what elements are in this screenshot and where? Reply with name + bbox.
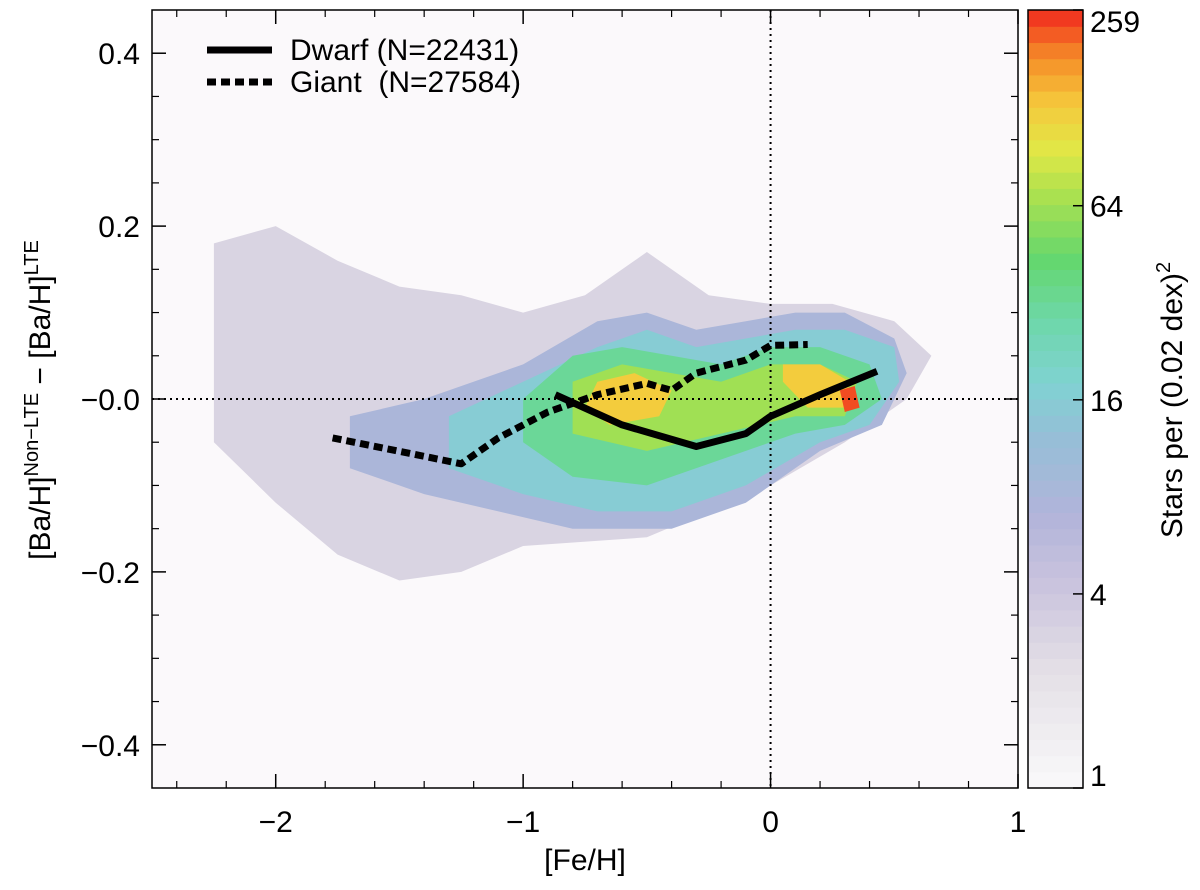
y-tick-label: 0.2 xyxy=(98,211,140,244)
colorbar-band xyxy=(1028,172,1083,189)
colorbar-band xyxy=(1028,755,1083,773)
colorbar-band xyxy=(1028,512,1083,530)
colorbar-band xyxy=(1028,593,1083,611)
x-axis-title: [Fe/H] xyxy=(544,844,626,877)
legend-giant-label: Giant (N=27584) xyxy=(290,66,521,99)
y-axis-title-sup2: LTE xyxy=(21,240,43,275)
colorbar-title-sup: 2 xyxy=(1153,262,1175,273)
y-axis-title-sup1: Non−LTE xyxy=(21,393,43,477)
colorbar-band xyxy=(1028,382,1083,400)
colorbar-tick-label: 64 xyxy=(1090,191,1123,224)
colorbar-band xyxy=(1028,544,1083,562)
colorbar-band xyxy=(1028,447,1083,465)
series-line-dwarf xyxy=(553,368,879,450)
colorbar-title: Stars per (0.02 dex)2 xyxy=(1153,262,1189,538)
colorbar-tick-label: 4 xyxy=(1090,579,1107,612)
x-tick-label: 1 xyxy=(1010,806,1027,839)
x-tick-label: 0 xyxy=(762,806,779,839)
y-tick-label: 0.4 xyxy=(98,38,140,71)
y-axis-title-part2: − [Ba/H] xyxy=(24,275,57,393)
colorbar-band xyxy=(1028,739,1083,757)
colorbar-band xyxy=(1028,317,1083,335)
colorbar-band xyxy=(1028,463,1083,481)
y-axis-title: [Ba/H]Non−LTE − [Ba/H]LTE xyxy=(21,240,57,560)
colorbar-tick-label: 1 xyxy=(1090,760,1107,793)
colorbar-band xyxy=(1028,10,1083,27)
colorbar-band xyxy=(1028,42,1083,60)
colorbar-band xyxy=(1028,236,1083,254)
legend-dwarf-label: Dwarf (N=22431) xyxy=(290,34,519,67)
colorbar-band xyxy=(1028,91,1083,108)
colorbar-band xyxy=(1028,285,1083,303)
colorbar-band xyxy=(1028,658,1083,676)
colorbar-band xyxy=(1028,480,1083,497)
colorbar-band xyxy=(1028,674,1083,692)
colorbar-band xyxy=(1028,155,1083,173)
colorbar-band xyxy=(1028,706,1083,724)
colorbar-band xyxy=(1028,723,1083,740)
colorbar-tick-label: 259 xyxy=(1090,6,1140,39)
colorbar-band xyxy=(1028,139,1083,157)
colorbar-band xyxy=(1028,496,1083,514)
legend: Dwarf (N=22431) Giant (N=27584) xyxy=(207,34,521,99)
colorbar-band xyxy=(1028,74,1083,92)
colorbar-band xyxy=(1028,58,1083,76)
axis-ticks: −2 −1 0 1 0.4 0.2 −0.0 −0.2 −0.4 xyxy=(81,10,1027,839)
colorbar-band xyxy=(1028,642,1083,659)
colorbar-band xyxy=(1028,334,1083,351)
x-tick-label: −1 xyxy=(506,806,540,839)
colorbar-band xyxy=(1028,415,1083,433)
y-tick-label: −0.0 xyxy=(81,384,140,417)
colorbar-band xyxy=(1028,577,1083,595)
colorbar-band xyxy=(1028,26,1083,44)
colorbar-band xyxy=(1028,188,1083,206)
y-tick-label: −0.2 xyxy=(81,557,140,590)
colorbar-band xyxy=(1028,301,1083,319)
colorbar-band xyxy=(1028,350,1083,368)
colorbar-title-text: Stars per (0.02 dex) xyxy=(1156,273,1189,538)
colorbar-band xyxy=(1028,366,1083,384)
colorbar-band xyxy=(1028,253,1083,270)
colorbar-band xyxy=(1028,528,1083,546)
colorbar-band xyxy=(1028,269,1083,287)
colorbar xyxy=(1028,10,1083,789)
y-axis-title-part1: [Ba/H] xyxy=(24,476,57,559)
colorbar-ticks: 1 4 16 64 259 xyxy=(1073,6,1140,793)
colorbar-band xyxy=(1028,220,1083,238)
colorbar-band xyxy=(1028,561,1083,578)
colorbar-band xyxy=(1028,609,1083,627)
y-tick-label: −0.4 xyxy=(81,730,140,763)
series-line-giant xyxy=(331,341,808,468)
colorbar-band xyxy=(1028,204,1083,222)
series-lines xyxy=(331,341,879,468)
density-region-6 xyxy=(782,364,850,408)
colorbar-band xyxy=(1028,107,1083,125)
colorbar-band xyxy=(1028,771,1083,789)
colorbar-band xyxy=(1028,399,1083,416)
colorbar-band xyxy=(1028,625,1083,643)
colorbar-band xyxy=(1028,690,1083,708)
colorbar-band xyxy=(1028,431,1083,449)
x-tick-label: −2 xyxy=(259,806,293,839)
colorbar-tick-label: 16 xyxy=(1090,385,1123,418)
colorbar-frame xyxy=(1027,9,1084,789)
colorbar-band xyxy=(1028,123,1083,141)
